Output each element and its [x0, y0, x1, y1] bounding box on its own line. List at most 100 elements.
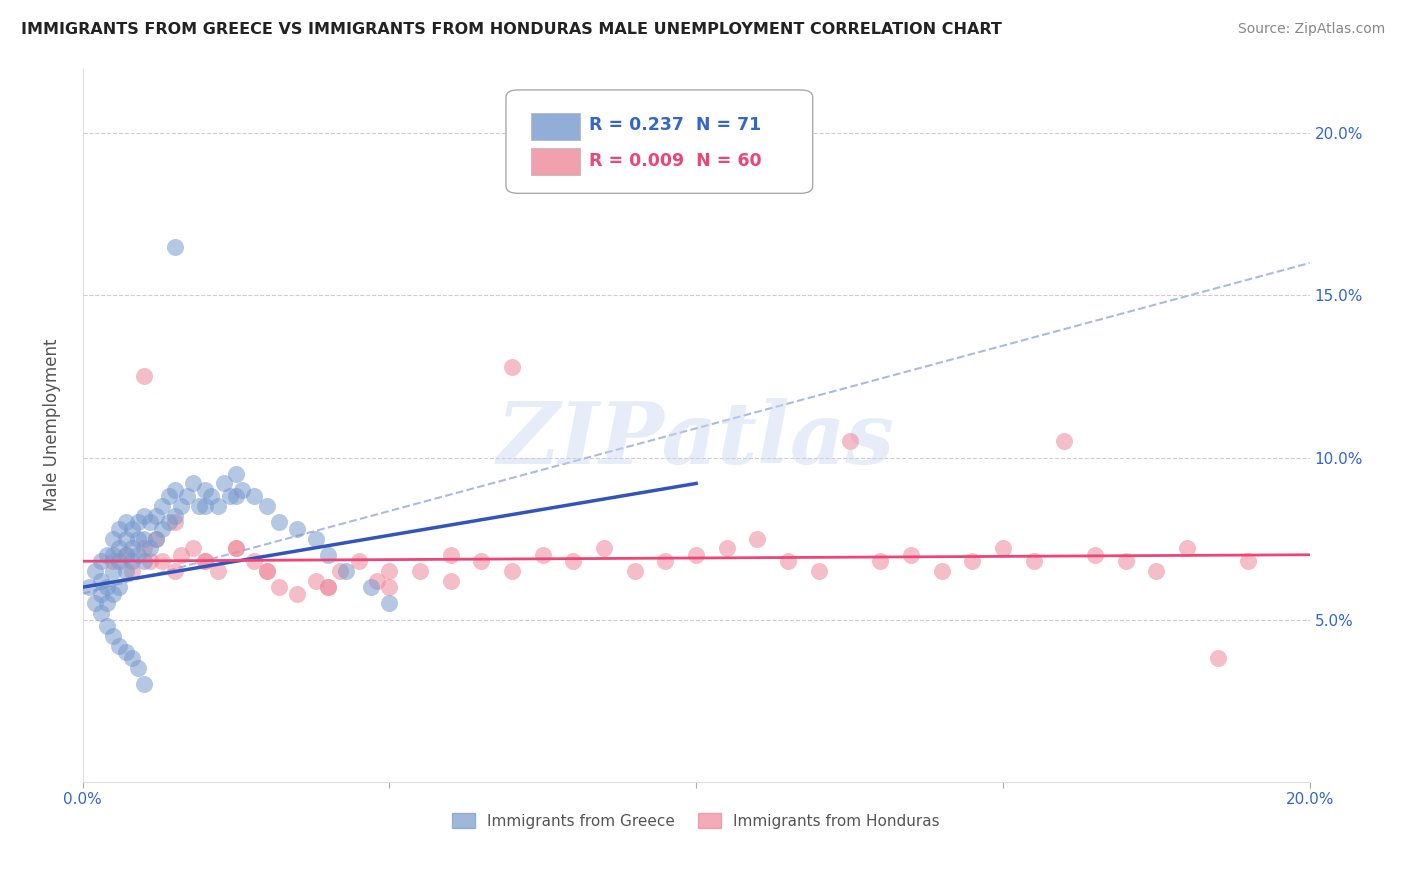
Point — [90, 554, 112, 568]
Point — [90, 606, 112, 620]
Point — [531, 548, 554, 562]
Point — [207, 499, 229, 513]
Point — [127, 516, 149, 530]
Point — [360, 580, 382, 594]
Point — [163, 240, 186, 254]
Point — [287, 587, 309, 601]
Point — [132, 532, 155, 546]
Point — [335, 564, 357, 578]
Text: IMMIGRANTS FROM GREECE VS IMMIGRANTS FROM HONDURAS MALE UNEMPLOYMENT CORRELATION: IMMIGRANTS FROM GREECE VS IMMIGRANTS FRO… — [21, 22, 1002, 37]
Point — [207, 564, 229, 578]
Point — [114, 645, 136, 659]
Point — [114, 516, 136, 530]
Bar — [530, 148, 579, 176]
Point — [132, 554, 155, 568]
Point — [145, 508, 167, 523]
Point — [90, 574, 112, 588]
Point — [127, 532, 149, 546]
Point — [231, 483, 253, 497]
Point — [77, 580, 100, 594]
Point — [440, 574, 463, 588]
Point — [114, 548, 136, 562]
Legend: Immigrants from Greece, Immigrants from Honduras: Immigrants from Greece, Immigrants from … — [446, 806, 946, 835]
Point — [194, 483, 217, 497]
Y-axis label: Male Unemployment: Male Unemployment — [44, 339, 60, 511]
Point — [1206, 651, 1229, 665]
Point — [108, 554, 131, 568]
Point — [219, 490, 242, 504]
Point — [716, 541, 738, 556]
Point — [869, 554, 891, 568]
Point — [194, 499, 217, 513]
Text: Source: ZipAtlas.com: Source: ZipAtlas.com — [1237, 22, 1385, 37]
Point — [287, 522, 309, 536]
Text: R = 0.009  N = 60: R = 0.009 N = 60 — [589, 152, 762, 169]
Point — [1115, 554, 1137, 568]
Point — [807, 564, 830, 578]
Point — [152, 499, 174, 513]
Point — [991, 541, 1014, 556]
Point — [593, 541, 616, 556]
Point — [256, 499, 278, 513]
Point — [121, 564, 143, 578]
Point — [108, 639, 131, 653]
Point — [163, 483, 186, 497]
Point — [121, 522, 143, 536]
Point — [267, 580, 290, 594]
Point — [157, 490, 180, 504]
Point — [440, 548, 463, 562]
Point — [84, 596, 107, 610]
Point — [132, 541, 155, 556]
Point — [103, 564, 125, 578]
Point — [366, 574, 388, 588]
Point — [152, 522, 174, 536]
Text: R = 0.237  N = 71: R = 0.237 N = 71 — [589, 116, 762, 134]
Point — [225, 467, 247, 481]
Point — [96, 596, 118, 610]
Point — [470, 554, 492, 568]
Point — [1084, 548, 1107, 562]
Point — [103, 548, 125, 562]
Point — [152, 554, 174, 568]
Point — [225, 490, 247, 504]
Point — [132, 508, 155, 523]
Point — [409, 564, 432, 578]
Point — [114, 532, 136, 546]
Point — [96, 619, 118, 633]
Point — [1022, 554, 1045, 568]
Point — [243, 554, 266, 568]
Point — [181, 476, 204, 491]
Point — [316, 580, 339, 594]
Point — [163, 564, 186, 578]
Point — [84, 564, 107, 578]
Point — [139, 541, 162, 556]
Point — [347, 554, 370, 568]
Point — [176, 490, 198, 504]
Point — [1144, 564, 1167, 578]
Point — [163, 508, 186, 523]
Point — [108, 580, 131, 594]
Point — [305, 532, 328, 546]
Point — [96, 548, 118, 562]
Point — [157, 516, 180, 530]
Point — [127, 548, 149, 562]
Text: ZIPatlas: ZIPatlas — [498, 398, 896, 481]
Point — [778, 554, 800, 568]
Point — [256, 564, 278, 578]
Point — [378, 580, 401, 594]
Point — [212, 476, 235, 491]
Point — [200, 490, 222, 504]
Point — [90, 587, 112, 601]
Point — [685, 548, 707, 562]
Point — [139, 516, 162, 530]
Point — [132, 677, 155, 691]
Point — [900, 548, 922, 562]
Point — [121, 554, 143, 568]
Point — [96, 580, 118, 594]
Point — [145, 532, 167, 546]
Point — [316, 580, 339, 594]
Point — [225, 541, 247, 556]
Point — [103, 554, 125, 568]
Point — [562, 554, 585, 568]
Point — [139, 554, 162, 568]
